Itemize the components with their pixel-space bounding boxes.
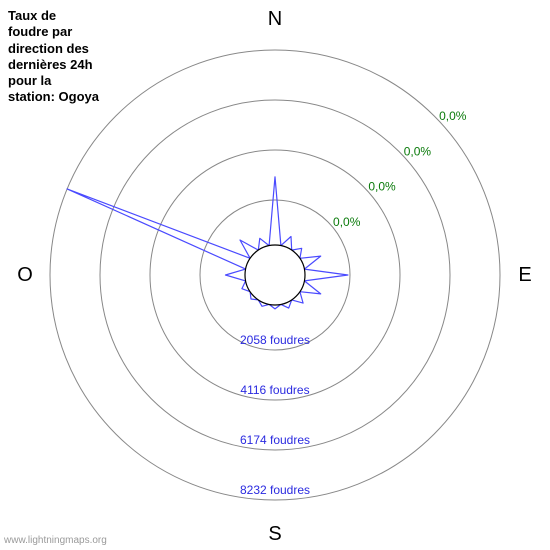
cardinal-label: E bbox=[518, 264, 531, 286]
ring-label-count: 4116 foudres bbox=[240, 383, 309, 397]
ring-label-percent: 0,0% bbox=[404, 144, 432, 158]
ring-label-percent: 0,0% bbox=[439, 109, 467, 123]
cardinal-label: N bbox=[268, 8, 282, 30]
ring-label-percent: 0,0% bbox=[333, 215, 361, 229]
cardinal-label: S bbox=[268, 523, 281, 545]
ring-label-count: 6174 foudres bbox=[240, 433, 310, 447]
cardinal-label: O bbox=[17, 264, 33, 286]
credit-text: www.lightningmaps.org bbox=[4, 535, 107, 546]
ring-label-percent: 0,0% bbox=[368, 180, 396, 194]
inner-circle bbox=[245, 245, 305, 305]
ring-label-count: 2058 foudres bbox=[240, 333, 310, 347]
polar-chart: N S E O 0,0% 0,0% 0,0% 0,0% 2058 foudres 4116 fou… bbox=[0, 0, 550, 550]
ring-label-count: 8232 foudres bbox=[240, 483, 310, 497]
